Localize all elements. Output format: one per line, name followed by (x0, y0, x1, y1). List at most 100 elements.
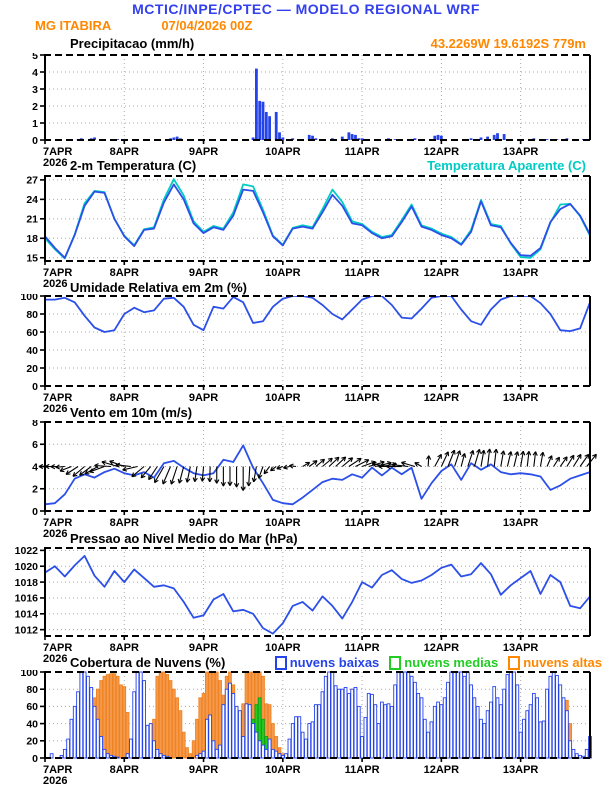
svg-text:5: 5 (32, 53, 38, 62)
svg-text:10APR: 10APR (265, 146, 301, 158)
svg-text:15: 15 (26, 253, 38, 265)
svg-text:1016: 1016 (15, 593, 39, 605)
precipitation-title-row: Precipitacao (mm/h) 43.2269W 19.6192S 77… (0, 35, 612, 52)
svg-text:100: 100 (20, 670, 38, 679)
svg-text:12APR: 12APR (424, 764, 460, 776)
humidity-title: Umidade Relativa em 2m (%) (70, 280, 248, 295)
station-name: MG ITABIRA (35, 18, 112, 33)
svg-text:7APR: 7APR (43, 764, 72, 776)
legend-nuvens-medias: nuvens medias (389, 655, 498, 670)
precipitation-title: Precipitacao (mm/h) (70, 36, 195, 51)
svg-text:2026: 2026 (43, 528, 67, 540)
green-square-icon (389, 655, 402, 670)
svg-text:8APR: 8APR (110, 517, 139, 529)
svg-text:12APR: 12APR (424, 517, 460, 529)
svg-text:2026: 2026 (43, 653, 67, 665)
wind-title: Vento em 10m (m/s) (70, 405, 193, 420)
svg-text:8APR: 8APR (110, 392, 139, 404)
svg-text:80: 80 (26, 684, 38, 696)
svg-text:40: 40 (26, 345, 38, 357)
svg-text:27: 27 (26, 175, 38, 187)
model-run-datetime: 07/04/2026 00Z (161, 18, 253, 33)
svg-text:8APR: 8APR (110, 764, 139, 776)
svg-text:7APR: 7APR (43, 642, 72, 654)
svg-text:1: 1 (32, 118, 38, 130)
svg-text:11APR: 11APR (345, 267, 380, 279)
svg-text:9APR: 9APR (189, 517, 218, 529)
svg-text:8: 8 (32, 420, 38, 429)
pressure-title-row: Pressao ao Nivel Medio do Mar (hPa) (0, 530, 612, 547)
svg-text:10APR: 10APR (265, 642, 301, 654)
svg-text:1012: 1012 (15, 624, 39, 636)
svg-text:20: 20 (26, 736, 38, 748)
svg-text:3: 3 (32, 84, 38, 96)
svg-text:9APR: 9APR (189, 392, 218, 404)
svg-text:9APR: 9APR (189, 642, 218, 654)
svg-text:1018: 1018 (15, 577, 39, 589)
pressure-title: Pressao ao Nivel Medio do Mar (hPa) (70, 531, 298, 546)
svg-text:2: 2 (32, 101, 38, 113)
svg-text:2026: 2026 (43, 403, 67, 415)
svg-text:10APR: 10APR (265, 517, 301, 529)
legend-nuvens-baixas: nuvens baixas (274, 655, 379, 670)
header-row: MG ITABIRA 07/04/2026 00Z (35, 18, 252, 33)
svg-text:11APR: 11APR (345, 764, 380, 776)
svg-text:9APR: 9APR (189, 764, 218, 776)
svg-text:0: 0 (32, 135, 38, 147)
svg-text:2026: 2026 (43, 278, 67, 290)
svg-text:0: 0 (32, 506, 38, 518)
blue-square-icon (274, 655, 287, 670)
svg-text:12APR: 12APR (424, 146, 460, 158)
svg-text:11APR: 11APR (345, 517, 380, 529)
svg-text:1014: 1014 (15, 609, 39, 621)
apparent-temperature-legend: Temperatura Aparente (C) (427, 158, 586, 173)
svg-text:0: 0 (32, 753, 38, 765)
svg-text:7APR: 7APR (43, 267, 72, 279)
svg-text:7APR: 7APR (43, 517, 72, 529)
svg-text:13APR: 13APR (503, 267, 539, 279)
humidity-title-row: Umidade Relativa em 2m (%) (0, 279, 612, 296)
svg-text:9APR: 9APR (189, 146, 218, 158)
svg-text:11APR: 11APR (345, 392, 380, 404)
svg-text:12APR: 12APR (424, 392, 460, 404)
svg-text:60: 60 (26, 701, 38, 713)
svg-text:12APR: 12APR (424, 642, 460, 654)
svg-text:100: 100 (20, 294, 38, 303)
svg-text:10APR: 10APR (265, 392, 301, 404)
svg-text:13APR: 13APR (503, 517, 539, 529)
svg-text:0: 0 (32, 381, 38, 393)
orange-square-icon (508, 655, 521, 670)
svg-text:8APR: 8APR (110, 267, 139, 279)
svg-text:20: 20 (26, 363, 38, 375)
svg-text:13APR: 13APR (503, 392, 539, 404)
svg-text:11APR: 11APR (345, 642, 380, 654)
legend-nuvens-altas: nuvens altas (508, 655, 602, 670)
svg-text:13APR: 13APR (503, 764, 539, 776)
svg-text:2026: 2026 (43, 775, 67, 787)
svg-text:11APR: 11APR (345, 146, 380, 158)
svg-text:6: 6 (32, 439, 38, 451)
svg-text:2026: 2026 (43, 157, 67, 169)
svg-text:4: 4 (32, 67, 38, 79)
svg-text:8APR: 8APR (110, 146, 139, 158)
svg-text:80: 80 (26, 309, 38, 321)
station-coordinates: 43.2269W 19.6192S 779m (430, 36, 586, 51)
svg-text:13APR: 13APR (503, 146, 539, 158)
svg-text:1020: 1020 (15, 561, 39, 573)
cloud-title: Cobertura de Nuvens (%) (70, 655, 226, 670)
temperature-title-row: 2-m Temperatura (C) Temperatura Aparente… (0, 157, 612, 174)
svg-text:2: 2 (32, 484, 38, 496)
svg-text:7APR: 7APR (43, 146, 72, 158)
svg-text:9APR: 9APR (189, 267, 218, 279)
svg-text:12APR: 12APR (424, 267, 460, 279)
svg-text:1022: 1022 (15, 546, 39, 557)
svg-text:18: 18 (26, 233, 38, 245)
wind-title-row: Vento em 10m (m/s) (0, 404, 612, 421)
svg-text:10APR: 10APR (265, 267, 301, 279)
svg-text:24: 24 (26, 194, 38, 206)
